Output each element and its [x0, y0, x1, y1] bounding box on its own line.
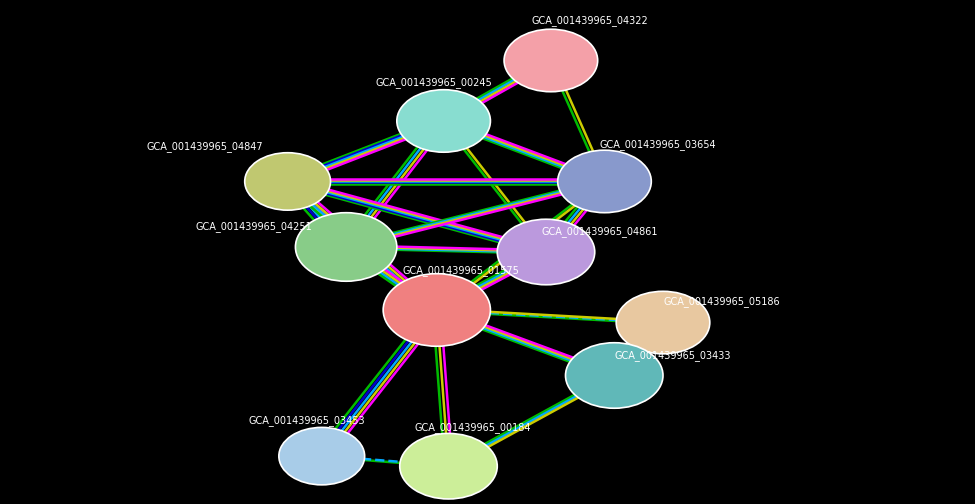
- Text: GCA_001439965_05186: GCA_001439965_05186: [663, 296, 780, 307]
- Ellipse shape: [497, 219, 595, 285]
- Ellipse shape: [504, 29, 598, 92]
- Text: GCA_001439965_03433: GCA_001439965_03433: [614, 350, 731, 361]
- Ellipse shape: [383, 274, 490, 346]
- Ellipse shape: [558, 150, 651, 213]
- Ellipse shape: [397, 90, 490, 152]
- Text: GCA_001439965_04861: GCA_001439965_04861: [541, 226, 658, 237]
- Text: GCA_001439965_03654: GCA_001439965_03654: [600, 139, 717, 150]
- Text: GCA_001439965_01575: GCA_001439965_01575: [403, 265, 520, 276]
- Ellipse shape: [616, 291, 710, 354]
- Ellipse shape: [400, 433, 497, 499]
- Text: GCA_001439965_00245: GCA_001439965_00245: [375, 77, 492, 88]
- Text: GCA_001439965_04251: GCA_001439965_04251: [195, 221, 312, 232]
- Ellipse shape: [566, 343, 663, 408]
- Text: GCA_001439965_03453: GCA_001439965_03453: [249, 415, 366, 426]
- Ellipse shape: [279, 427, 365, 485]
- Text: GCA_001439965_00184: GCA_001439965_00184: [414, 422, 531, 433]
- Text: GCA_001439965_04322: GCA_001439965_04322: [531, 15, 648, 26]
- Ellipse shape: [295, 213, 397, 281]
- Text: GCA_001439965_04847: GCA_001439965_04847: [146, 141, 263, 152]
- Ellipse shape: [245, 153, 331, 210]
